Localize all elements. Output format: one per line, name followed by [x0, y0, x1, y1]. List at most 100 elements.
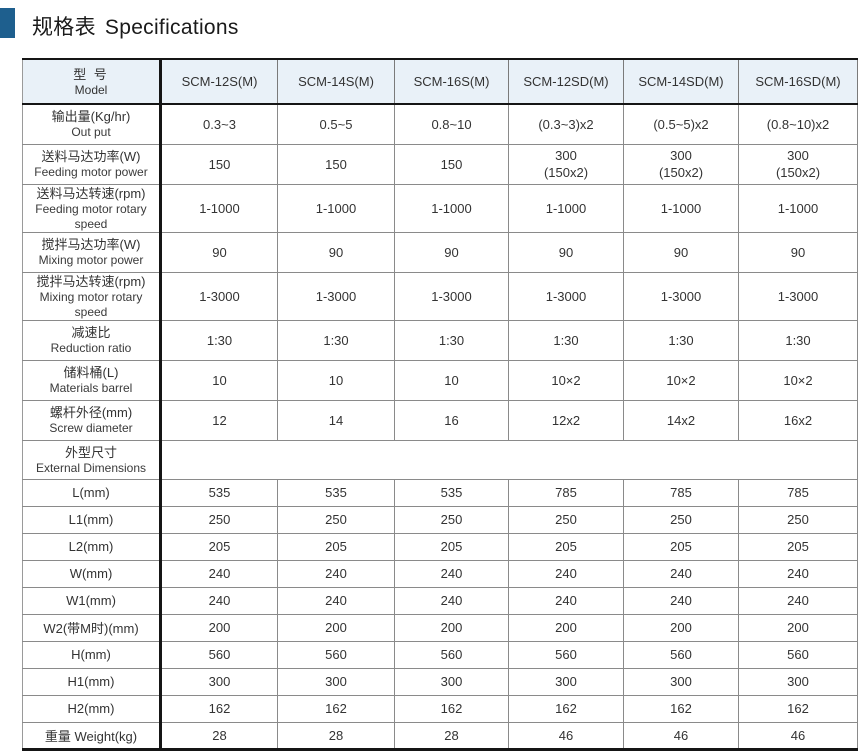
- spec-value-cell: 1:30: [623, 319, 739, 361]
- spec-value-cell: 250: [508, 505, 624, 534]
- row-label-cell: H1(mm): [22, 667, 162, 696]
- spec-value-cell: 1:30: [277, 319, 395, 361]
- spec-value-cell: 90: [160, 231, 278, 273]
- spec-value-cell: 200: [623, 613, 739, 642]
- spec-value-cell: 1-1000: [623, 183, 739, 233]
- spec-value-cell: 300 (150x2): [623, 143, 739, 185]
- spec-value-cell: 560: [508, 640, 624, 669]
- spec-value-cell: 14x2: [623, 399, 739, 441]
- spec-value-cell: 28: [160, 721, 278, 751]
- specifications-table: 型 号 Model SCM-12S(M) SCM-14S(M) SCM-16S(…: [22, 58, 858, 751]
- spec-value-cell: 205: [277, 532, 395, 561]
- spec-value-cell: 240: [394, 559, 509, 588]
- spec-value-cell: 250: [394, 505, 509, 534]
- model-header-cell: 型 号 Model: [22, 58, 162, 105]
- merged-empty-cell: [160, 439, 858, 480]
- row-label-cell: 减速比 Reduction ratio: [22, 319, 162, 361]
- spec-value-cell: 240: [277, 559, 395, 588]
- row-label-en: Screw diameter: [49, 421, 133, 435]
- spec-value-cell: 205: [623, 532, 739, 561]
- spec-value-cell: 240: [160, 559, 278, 588]
- column-header: SCM-12S(M): [160, 58, 278, 105]
- spec-value-cell: 0.3~3: [160, 103, 278, 145]
- spec-value-cell: 560: [738, 640, 858, 669]
- spec-value-cell: 1-1000: [160, 183, 278, 233]
- table-row: 搅拌马达功率(W) Mixing motor power 90 90 90 90 90 90: [22, 231, 858, 273]
- row-label-cell: 输出量(Kg/hr) Out put: [22, 103, 162, 145]
- spec-value-cell: 560: [623, 640, 739, 669]
- row-label-cell: L1(mm): [22, 505, 162, 534]
- row-label-en: Out put: [71, 125, 111, 140]
- page-title: 规格表 Specifications: [32, 11, 239, 41]
- spec-value-cell: 205: [508, 532, 624, 561]
- spec-value-cell: 46: [508, 721, 624, 751]
- row-label-cell: 搅拌马达转速(rpm) Mixing motor rotary speed: [22, 271, 162, 321]
- spec-value-cell: 300: [508, 667, 624, 696]
- spec-value-cell: 46: [738, 721, 858, 751]
- spec-value-cell: 785: [508, 478, 624, 507]
- table-row: 螺杆外径(mm) Screw diameter 12 14 16 12x2 14x2 16x2: [22, 399, 858, 441]
- page-title-zh: 规格表: [32, 16, 96, 39]
- table-row: 减速比 Reduction ratio 1:30 1:30 1:30 1:30 1:30 1:…: [22, 319, 858, 361]
- spec-value-cell: 1-1000: [394, 183, 509, 233]
- table-row: 外型尺寸 External Dimensions: [22, 439, 858, 480]
- spec-value-cell: 150: [277, 143, 395, 185]
- spec-value-cell: 300 (150x2): [508, 143, 624, 185]
- spec-value-cell: 1:30: [160, 319, 278, 361]
- spec-value-cell: 0.5~5: [277, 103, 395, 145]
- table-row: 储料桶(L) Materials barrel 10 10 10 10×2 10×2 10×2: [22, 359, 858, 401]
- row-label-cell: W(mm): [22, 559, 162, 588]
- table-row: L2(mm) 205 205 205 205 205 205: [22, 532, 858, 561]
- table-row: L(mm) 535 535 535 785 785 785: [22, 478, 858, 507]
- row-label-cell: 储料桶(L) Materials barrel: [22, 359, 162, 401]
- spec-value-cell: 1-1000: [738, 183, 858, 233]
- spec-value-cell: 240: [738, 559, 858, 588]
- spec-value-cell: 10: [277, 359, 395, 401]
- spec-value-cell: 250: [160, 505, 278, 534]
- page-title-en: Specifications: [104, 16, 239, 39]
- spec-value-cell: 205: [738, 532, 858, 561]
- row-label-en: External Dimensions: [35, 460, 147, 475]
- spec-value-cell: 240: [623, 559, 739, 588]
- spec-value-cell: 205: [394, 532, 509, 561]
- spec-value-cell: 560: [160, 640, 278, 669]
- column-header: SCM-12SD(M): [508, 58, 624, 105]
- spec-value-cell: 560: [277, 640, 395, 669]
- spec-value-cell: 10: [160, 359, 278, 401]
- spec-value-cell: 10×2: [508, 359, 624, 401]
- spec-value-cell: 162: [738, 694, 858, 723]
- spec-value-cell: 16: [394, 399, 509, 441]
- spec-value-cell: 535: [277, 478, 395, 507]
- spec-value-cell: 1-1000: [508, 183, 624, 233]
- spec-value-cell: 10×2: [738, 359, 858, 401]
- table-row: H1(mm) 300 300 300 300 300 300: [22, 667, 858, 696]
- spec-value-cell: 14: [277, 399, 395, 441]
- spec-value-cell: 12: [160, 399, 278, 441]
- spec-value-cell: 90: [277, 231, 395, 273]
- table-row: W(mm) 240 240 240 240 240 240: [22, 559, 858, 588]
- table-row: L1(mm) 250 250 250 250 250 250: [22, 505, 858, 534]
- spec-value-cell: 300 (150x2): [738, 143, 858, 185]
- table-row: 输出量(Kg/hr) Out put 0.3~3 0.5~5 0.8~10 (0.3~3)…: [22, 103, 858, 145]
- spec-value-cell: 1-1000: [277, 183, 395, 233]
- column-header: SCM-14S(M): [277, 58, 395, 105]
- spec-value-cell: 1-3000: [623, 271, 739, 321]
- title-accent-bar: [0, 8, 15, 38]
- row-label-en: Reduction ratio: [50, 341, 132, 355]
- row-label-cell: 搅拌马达功率(W) Mixing motor power: [22, 231, 162, 273]
- row-label-en: Mixing motor power: [38, 253, 144, 267]
- spec-value-cell: 1:30: [508, 319, 624, 361]
- row-label-zh: 螺杆外径(mm): [49, 405, 133, 420]
- row-label-en: Mixing motor rotary speed: [39, 289, 143, 319]
- spec-value-cell: 240: [394, 586, 509, 615]
- spec-value-cell: (0.3~3)x2: [508, 103, 624, 145]
- row-label-zh: 外型尺寸: [64, 444, 117, 460]
- spec-value-cell: 240: [508, 586, 624, 615]
- spec-value-cell: 90: [508, 231, 624, 273]
- spec-value-cell: 150: [160, 143, 278, 185]
- column-header: SCM-16S(M): [394, 58, 509, 105]
- spec-value-cell: 300: [160, 667, 278, 696]
- spec-value-cell: 300: [394, 667, 509, 696]
- spec-value-cell: 28: [394, 721, 509, 751]
- spec-value-cell: 0.8~10: [394, 103, 509, 145]
